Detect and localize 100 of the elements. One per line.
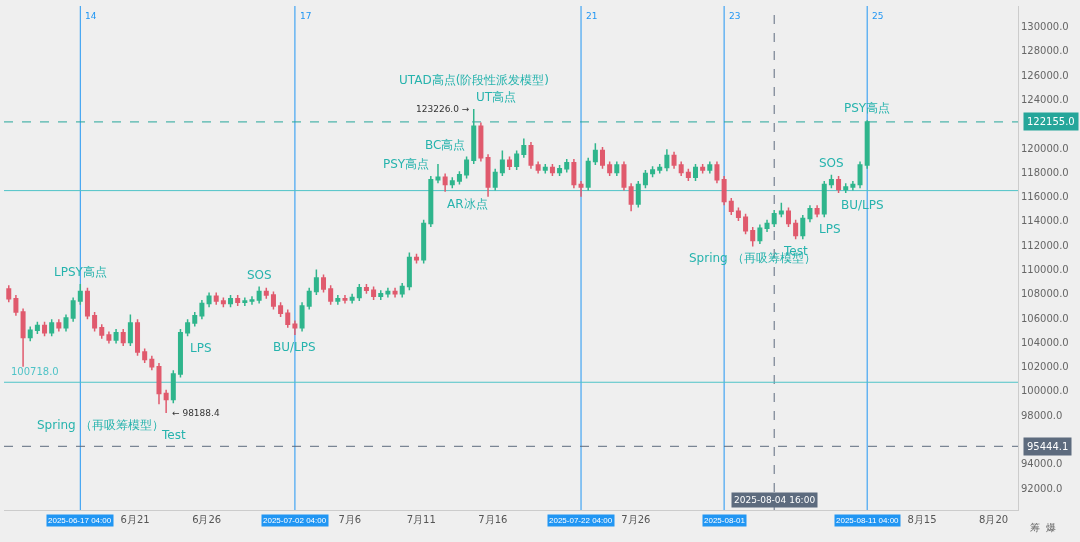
candlestick xyxy=(549,163,555,177)
y-tick-label: 104000.0 xyxy=(1021,336,1069,348)
candlestick xyxy=(77,283,83,306)
candlestick xyxy=(685,167,691,182)
y-tick-label: 98000.0 xyxy=(1021,409,1063,421)
candlestick xyxy=(757,223,763,245)
candlestick xyxy=(621,160,627,192)
y-tick-label: 110000.0 xyxy=(1021,264,1069,276)
candlestick xyxy=(535,160,541,175)
candlestick xyxy=(378,289,384,301)
candlestick xyxy=(213,291,219,306)
candlestick xyxy=(292,319,298,336)
candlestick xyxy=(771,209,777,228)
candlestick xyxy=(564,158,570,174)
annotation: Spring （再吸筹模型） xyxy=(37,418,164,432)
candlestick xyxy=(92,311,98,333)
y-tick-label: 124000.0 xyxy=(1021,94,1069,106)
candlestick xyxy=(13,294,19,317)
candlestick xyxy=(42,321,48,338)
candlestick xyxy=(607,160,613,177)
y-tick-label: 102000.0 xyxy=(1021,361,1069,373)
candlestick xyxy=(142,347,148,364)
candlestick xyxy=(600,146,606,170)
candlestick xyxy=(242,296,248,307)
y-tick-label: 108000.0 xyxy=(1021,288,1069,300)
candlestick xyxy=(728,197,734,216)
candlestick xyxy=(192,311,198,328)
annotation: PSY高点 xyxy=(383,157,430,171)
annotation: Test xyxy=(161,428,186,442)
candlestick xyxy=(84,287,90,321)
candlestick xyxy=(49,318,55,338)
candlestick xyxy=(628,182,634,212)
candlestick xyxy=(106,330,112,345)
annotation: BC高点 xyxy=(425,138,466,152)
candlestick xyxy=(135,318,141,357)
candlestick xyxy=(571,158,577,189)
candlestick xyxy=(585,157,591,192)
y-tick-label: 116000.0 xyxy=(1021,191,1069,203)
candlestick xyxy=(278,301,284,318)
candlestick xyxy=(449,176,455,189)
candlestick xyxy=(270,290,276,311)
y-tick-label: 114000.0 xyxy=(1021,215,1069,227)
annotation: ← 98188.4 xyxy=(172,408,220,418)
candlestick xyxy=(435,163,441,185)
ref-line-label: 95444.1 xyxy=(1027,441,1069,452)
y-tick-label: 120000.0 xyxy=(1021,142,1069,154)
candlestick xyxy=(127,313,133,347)
x-tick-label: 7月26 xyxy=(621,514,651,525)
y-tick-label: 128000.0 xyxy=(1021,45,1069,57)
candlestick xyxy=(442,172,448,193)
candlestick xyxy=(335,294,341,306)
candlestick xyxy=(735,206,741,222)
ref-line-label: 2025-08-04 16:00 xyxy=(734,495,816,505)
candlestick xyxy=(793,218,799,240)
candlestick xyxy=(199,299,205,321)
candlestick xyxy=(177,328,183,379)
candlestick xyxy=(363,283,369,295)
y-tick-label: 106000.0 xyxy=(1021,312,1069,324)
candlestick xyxy=(156,362,162,406)
x-tick-label: 2025-08-11 04:00 xyxy=(836,516,900,525)
candlestick xyxy=(557,164,563,177)
candlestick xyxy=(800,214,806,240)
candlestick xyxy=(521,137,527,159)
candlestick xyxy=(149,355,155,372)
candlestick xyxy=(478,121,484,163)
candlestick xyxy=(714,160,720,185)
candlestick xyxy=(471,108,477,165)
candlestick xyxy=(63,313,69,333)
candlestick xyxy=(299,301,305,333)
candlestick xyxy=(349,293,355,305)
candlestick xyxy=(578,180,584,198)
candlestick xyxy=(328,284,334,306)
candlestick xyxy=(285,308,291,329)
candlestick xyxy=(678,160,684,177)
candlestick xyxy=(206,291,212,308)
candlestick xyxy=(27,325,33,342)
y-tick-label: 126000.0 xyxy=(1021,69,1069,81)
candlestick xyxy=(406,251,412,291)
candlestick xyxy=(249,295,255,306)
candlestick xyxy=(485,153,491,198)
candlestick xyxy=(185,318,191,338)
candlestick xyxy=(857,160,863,189)
candlestick xyxy=(743,212,749,236)
candlestick xyxy=(235,294,241,307)
candlestick xyxy=(542,163,548,175)
ref-line-label: 21 xyxy=(586,11,598,21)
candlestick xyxy=(321,273,327,294)
candlestick xyxy=(34,321,40,335)
ref-line-label: 17 xyxy=(300,11,312,21)
candlestick xyxy=(592,142,598,166)
candlestick xyxy=(163,389,169,414)
annotation: 123226.0 → xyxy=(416,104,470,114)
candlestick xyxy=(671,150,677,170)
ref-line-label: 100718.0 xyxy=(11,366,59,377)
ref-line-label: 122155.0 xyxy=(1027,116,1075,127)
annotation: AR冰点 xyxy=(447,197,488,211)
candlestick xyxy=(664,148,670,172)
y-tick-label: 130000.0 xyxy=(1021,21,1069,33)
x-tick-label: 6月21 xyxy=(120,514,150,525)
candlestick xyxy=(170,369,176,404)
